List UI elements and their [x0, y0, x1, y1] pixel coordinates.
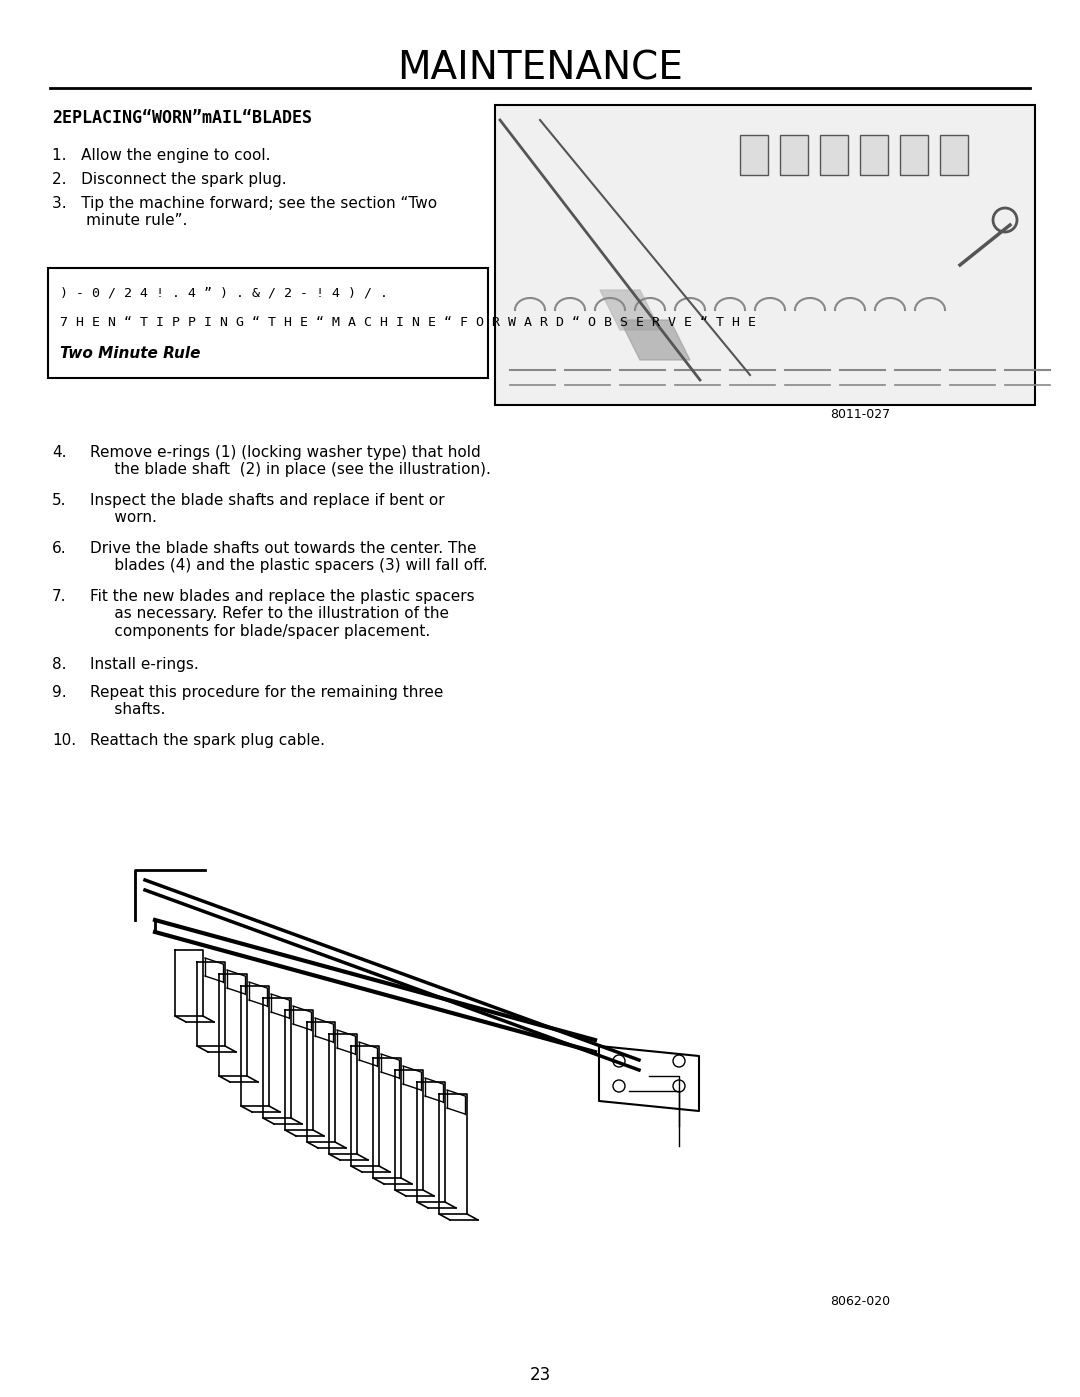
Text: ) - 0 / 2 4 ! . 4 ” ) . & / 2 - ! 4 ) / .: ) - 0 / 2 4 ! . 4 ” ) . & / 2 - ! 4 ) / … — [60, 286, 388, 299]
Text: Repeat this procedure for the remaining three
     shafts.: Repeat this procedure for the remaining … — [90, 685, 444, 718]
Text: 5.: 5. — [52, 493, 67, 509]
Bar — [48, 268, 488, 379]
Text: 8.: 8. — [52, 657, 67, 672]
Text: 23: 23 — [529, 1366, 551, 1384]
Text: 10.: 10. — [52, 733, 76, 747]
Bar — [780, 136, 808, 175]
Text: Inspect the blade shafts and replace if bent or
     worn.: Inspect the blade shafts and replace if … — [90, 493, 445, 525]
Text: 4.: 4. — [52, 446, 67, 460]
Text: Install e-rings.: Install e-rings. — [90, 657, 199, 672]
Text: 6.: 6. — [52, 541, 67, 556]
Text: Reattach the spark plug cable.: Reattach the spark plug cable. — [90, 733, 325, 747]
Bar — [940, 136, 968, 175]
Text: MAINTENANCE: MAINTENANCE — [397, 49, 683, 87]
Bar — [820, 136, 848, 175]
Bar — [495, 105, 1035, 405]
Text: 2.   Disconnect the spark plug.: 2. Disconnect the spark plug. — [52, 172, 286, 187]
Text: Drive the blade shafts out towards the center. The
     blades (4) and the plast: Drive the blade shafts out towards the c… — [90, 541, 488, 573]
Polygon shape — [620, 320, 690, 360]
Bar — [900, 136, 928, 175]
Bar — [740, 136, 768, 175]
Text: Fit the new blades and replace the plastic spacers
     as necessary. Refer to t: Fit the new blades and replace the plast… — [90, 590, 474, 638]
Text: 1.   Allow the engine to cool.: 1. Allow the engine to cool. — [52, 148, 270, 163]
Text: 8062-020: 8062-020 — [831, 1295, 890, 1308]
Text: Two Minute Rule: Two Minute Rule — [60, 346, 201, 360]
Polygon shape — [600, 291, 660, 330]
Text: Remove e-rings (1) (locking washer type) that hold
     the blade shaft  (2) in : Remove e-rings (1) (locking washer type)… — [90, 446, 491, 478]
Text: 2EPLACING“WORN”mAIL“BLADES: 2EPLACING“WORN”mAIL“BLADES — [52, 109, 312, 127]
Bar — [860, 136, 888, 175]
Text: 9.: 9. — [52, 685, 67, 700]
Text: 3.   Tip the machine forward; see the section “Two
       minute rule”.: 3. Tip the machine forward; see the sect… — [52, 196, 437, 228]
Text: 7.: 7. — [52, 590, 67, 604]
Text: 7 H E N “ T I P P I N G “ T H E “ M A C H I N E “ F O R W A R D “ O B S E R V E : 7 H E N “ T I P P I N G “ T H E “ M A C … — [60, 316, 756, 330]
Text: 8011-027: 8011-027 — [831, 408, 890, 420]
